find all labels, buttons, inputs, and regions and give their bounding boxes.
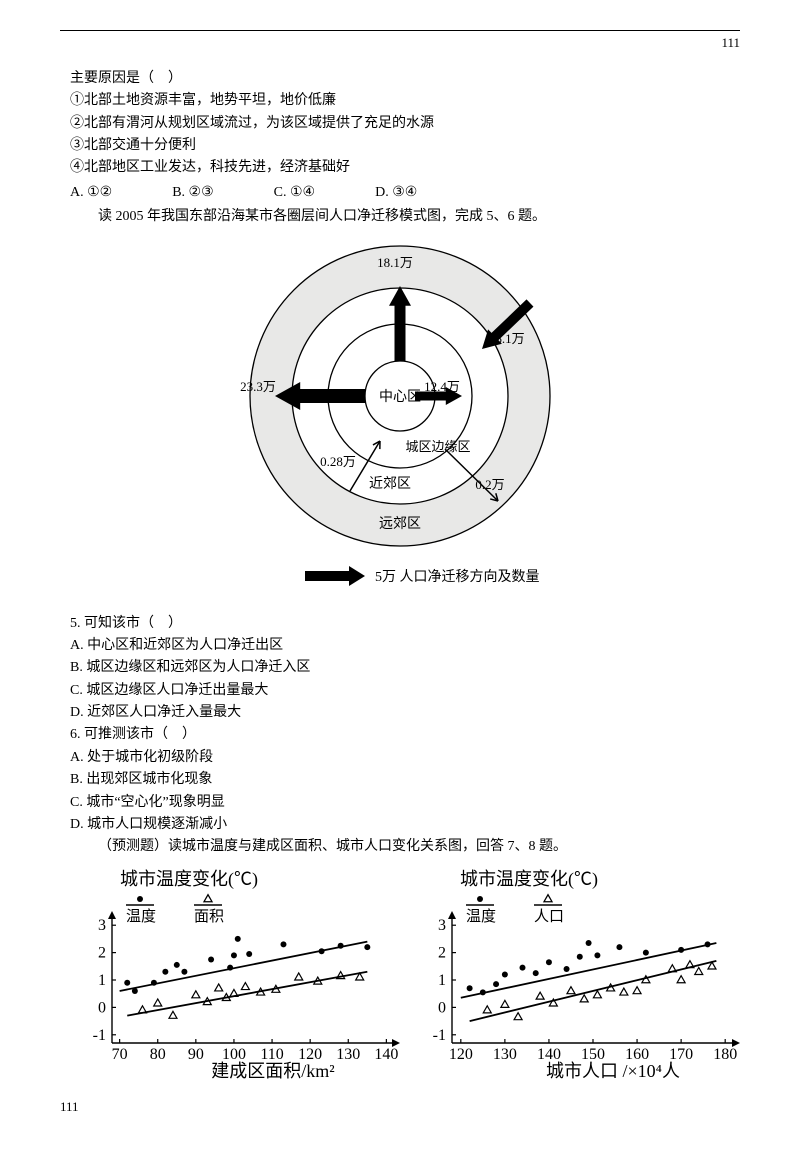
svg-text:中心区: 中心区: [379, 389, 421, 405]
q4-opt-d: D. ③④: [375, 182, 417, 204]
svg-text:0: 0: [438, 999, 446, 1016]
svg-text:远郊区: 远郊区: [379, 515, 421, 532]
chart-left: 城市温度变化(℃)温度面积-10123708090100110120130140…: [70, 869, 400, 1079]
lead-56: 读 2005 年我国东部沿海某市各圈层间人口净迁移模式图，完成 5、6 题。: [70, 206, 730, 228]
q6-opt-d: D. 城市人口规模逐渐减小: [70, 814, 730, 836]
svg-text:6.1万: 6.1万: [495, 331, 524, 346]
svg-text:80: 80: [150, 1046, 166, 1063]
svg-text:0: 0: [98, 999, 106, 1016]
q4-opt-b: B. ②③: [172, 182, 213, 204]
q5-stem: 5. 可知该市（ ）: [70, 613, 730, 635]
svg-text:0.2万: 0.2万: [475, 477, 504, 492]
svg-text:近郊区: 近郊区: [369, 475, 411, 492]
svg-text:温度: 温度: [126, 908, 156, 925]
chart-right: 城市温度变化(℃)温度人口-10123120130140150160170180…: [410, 869, 740, 1079]
q6-opt-b: B. 出现郊区城市化现象: [70, 769, 730, 791]
svg-text:12.4万: 12.4万: [424, 379, 460, 394]
q6-opt-a: A. 处于城市化初级阶段: [70, 747, 730, 769]
svg-text:2: 2: [98, 944, 106, 961]
q4-item1: ①北部土地资源丰富，地势平坦，地价低廉: [70, 90, 730, 112]
content: 主要原因是（ ） ①北部土地资源丰富，地势平坦，地价低廉 ②北部有渭河从规划区域…: [60, 68, 740, 1079]
svg-text:城区边缘区: 城区边缘区: [405, 439, 470, 454]
q4-item2: ②北部有渭河从规划区域流过，为该区域提供了充足的水源: [70, 113, 730, 135]
svg-text:18.1万: 18.1万: [377, 255, 413, 270]
svg-text:120: 120: [449, 1046, 473, 1063]
svg-text:5万 人口净迁移方向及数量: 5万 人口净迁移方向及数量: [375, 569, 540, 585]
svg-text:0.28万: 0.28万: [320, 454, 356, 469]
svg-text:140: 140: [374, 1046, 398, 1063]
svg-text:面积: 面积: [194, 908, 224, 925]
svg-text:人口: 人口: [534, 908, 564, 925]
svg-text:-1: -1: [93, 1027, 106, 1044]
q4-stem: 主要原因是（ ）: [70, 68, 730, 90]
svg-text:70: 70: [112, 1046, 128, 1063]
svg-text:90: 90: [188, 1046, 204, 1063]
svg-text:180: 180: [713, 1046, 737, 1063]
page-number-top: 111: [60, 33, 740, 54]
svg-text:城市温度变化(℃): 城市温度变化(℃): [460, 869, 598, 890]
svg-text:130: 130: [336, 1046, 360, 1063]
q5-opt-b: B. 城区边缘区和远郊区为人口净迁入区: [70, 657, 730, 679]
svg-text:城市人口 /×10⁴人: 城市人口 /×10⁴人: [546, 1061, 680, 1079]
svg-text:1: 1: [98, 972, 106, 989]
q5-opt-c: C. 城区边缘区人口净迁出量最大: [70, 680, 730, 702]
q4-opt-c: C. ①④: [274, 182, 315, 204]
svg-text:-1: -1: [433, 1027, 446, 1044]
page-number-bottom: 111: [60, 1097, 740, 1118]
q4-item4: ④北部地区工业发达，科技先进，经济基础好: [70, 157, 730, 179]
top-rule: [60, 30, 740, 31]
charts-row: 城市温度变化(℃)温度面积-10123708090100110120130140…: [70, 869, 730, 1079]
page: 111 主要原因是（ ） ①北部土地资源丰富，地势平坦，地价低廉 ②北部有渭河从…: [0, 0, 800, 1158]
q4-opt-a: A. ①②: [70, 182, 112, 204]
svg-text:建成区面积/km²: 建成区面积/km²: [211, 1061, 334, 1079]
svg-text:2: 2: [438, 944, 446, 961]
q5-opt-a: A. 中心区和近郊区为人口净迁出区: [70, 635, 730, 657]
q5-opt-d: D. 近郊区人口净迁入量最大: [70, 702, 730, 724]
lead-78: （预测题）读城市温度与建成区面积、城市人口变化关系图，回答 7、8 题。: [70, 836, 730, 858]
migration-diagram: 中心区城区边缘区近郊区远郊区 18.1万 23.3万 12.4万 6.1万 0.28万 0.…: [70, 241, 730, 601]
svg-text:3: 3: [438, 917, 446, 934]
q6-stem: 6. 可推测该市（ ）: [70, 724, 730, 746]
svg-text:城市温度变化(℃): 城市温度变化(℃): [120, 869, 258, 890]
svg-text:130: 130: [493, 1046, 517, 1063]
svg-text:23.3万: 23.3万: [240, 379, 276, 394]
svg-text:1: 1: [438, 972, 446, 989]
svg-text:温度: 温度: [466, 908, 496, 925]
q4-item3: ③北部交通十分便利: [70, 135, 730, 157]
q6-opt-c: C. 城市“空心化”现象明显: [70, 792, 730, 814]
svg-text:3: 3: [98, 917, 106, 934]
q4-options: A. ①② B. ②③ C. ①④ D. ③④: [70, 182, 730, 204]
